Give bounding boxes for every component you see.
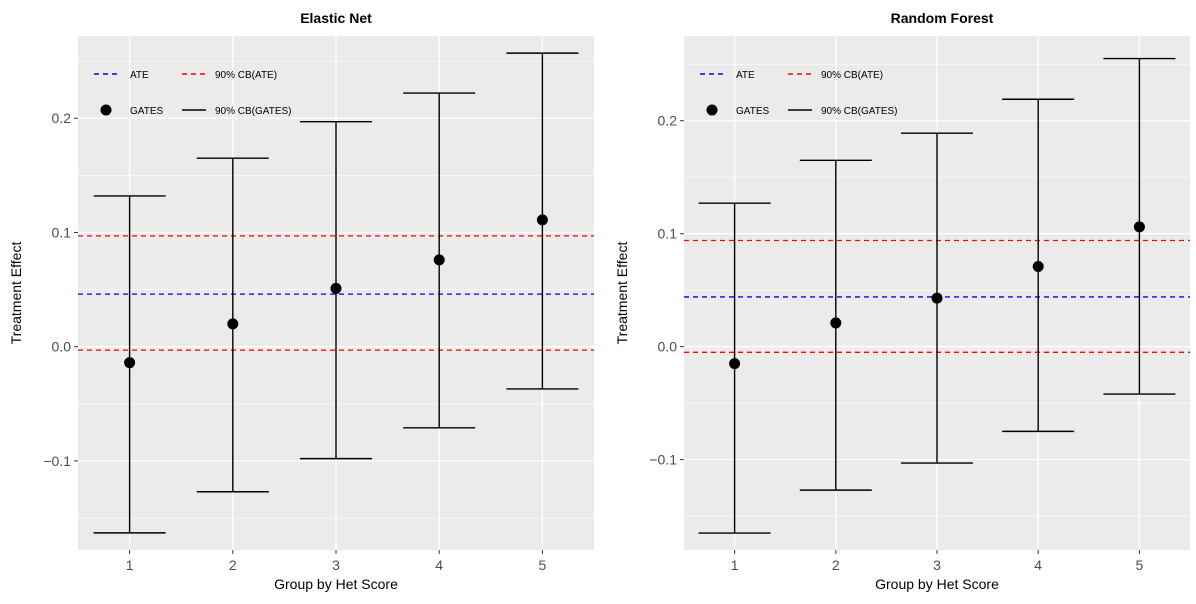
gates-point bbox=[830, 317, 842, 329]
gates-point bbox=[1133, 221, 1145, 233]
chart-panel-elastic-net: −0.1 0.0 0.1 0.2 1 2 3 4 5 Elastic Net Group by He… bbox=[8, 10, 594, 592]
x-tick-label: 4 bbox=[1034, 557, 1042, 573]
legend: ATE 90% CB(ATE) GATES 90% CB(GATES) bbox=[700, 70, 898, 117]
gates-point bbox=[1032, 260, 1044, 272]
legend-ate-label: ATE bbox=[130, 70, 149, 81]
y-tick-label: −0.1 bbox=[649, 452, 677, 468]
y-tick-label: 0.0 bbox=[52, 339, 72, 355]
legend-gates-key bbox=[100, 104, 112, 116]
gates-point bbox=[931, 292, 943, 304]
y-tick-label: 0.2 bbox=[658, 113, 678, 129]
chart-title: Elastic Net bbox=[300, 10, 372, 26]
legend-gates-label: GATES bbox=[130, 106, 163, 117]
gates-point bbox=[227, 318, 239, 330]
chart-title: Random Forest bbox=[891, 10, 994, 26]
gates-point bbox=[536, 214, 548, 226]
legend-gates-key bbox=[706, 104, 718, 116]
gates-point bbox=[433, 254, 445, 266]
legend-cb-ate-label: 90% CB(ATE) bbox=[821, 70, 883, 81]
gates-point bbox=[729, 358, 741, 370]
y-tick-label: 0.0 bbox=[658, 339, 678, 355]
gates-point bbox=[330, 282, 342, 294]
x-tick-label: 2 bbox=[229, 557, 237, 573]
gates-point bbox=[124, 357, 136, 369]
y-tick-label: −0.1 bbox=[43, 453, 71, 469]
chart-panel-random-forest: −0.1 0.0 0.1 0.2 1 2 3 4 5 Random Forest Group by … bbox=[614, 10, 1190, 592]
legend: ATE 90% CB(ATE) GATES 90% CB(GATES) bbox=[94, 70, 292, 117]
y-tick-label: 0.2 bbox=[52, 110, 72, 126]
y-axis-label: Treatment Effect bbox=[8, 242, 24, 345]
x-tick-label: 4 bbox=[435, 557, 443, 573]
legend-gates-label: GATES bbox=[736, 106, 769, 117]
x-tick-label: 3 bbox=[332, 557, 340, 573]
x-tick-label: 1 bbox=[126, 557, 134, 573]
y-tick-label: 0.1 bbox=[658, 226, 678, 242]
x-tick-label: 3 bbox=[933, 557, 941, 573]
legend-cb-ate-label: 90% CB(ATE) bbox=[215, 70, 277, 81]
y-tick-label: 0.1 bbox=[52, 224, 72, 240]
legend-cb-gates-label: 90% CB(GATES) bbox=[821, 106, 898, 117]
x-axis-label: Group by Het Score bbox=[875, 576, 999, 592]
x-tick-label: 2 bbox=[832, 557, 840, 573]
x-tick-label: 5 bbox=[539, 557, 547, 573]
legend-ate-label: ATE bbox=[736, 70, 755, 81]
legend-cb-gates-label: 90% CB(GATES) bbox=[215, 106, 292, 117]
x-tick-label: 5 bbox=[1136, 557, 1144, 573]
x-tick-label: 1 bbox=[731, 557, 739, 573]
x-axis-label: Group by Het Score bbox=[274, 576, 398, 592]
y-axis-label: Treatment Effect bbox=[614, 242, 630, 345]
